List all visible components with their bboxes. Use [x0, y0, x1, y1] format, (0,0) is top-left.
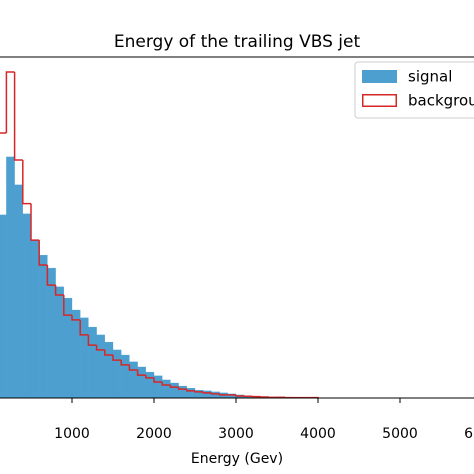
step-segment	[87, 334, 97, 346]
bar	[104, 341, 114, 399]
bar	[39, 254, 48, 399]
bar	[80, 317, 89, 399]
step-segment	[136, 370, 146, 376]
x-tick-label: 5000	[382, 426, 418, 442]
step-segment	[161, 381, 171, 386]
bar	[145, 371, 155, 399]
legend-swatch	[362, 94, 397, 107]
step-segment	[177, 387, 187, 390]
step-segment	[153, 377, 163, 383]
bar	[121, 354, 130, 399]
legend: signal background	[354, 61, 474, 119]
bar	[6, 156, 15, 399]
bar	[170, 382, 179, 399]
step-segment	[218, 393, 228, 396]
bar	[153, 375, 163, 399]
step-segment	[128, 364, 138, 371]
bar	[211, 391, 220, 399]
bar	[47, 267, 56, 399]
x-tick-label: 6000	[464, 426, 474, 442]
x-tick-label: 4000	[300, 426, 336, 442]
bar	[71, 309, 81, 399]
step-segment	[104, 349, 113, 356]
bar	[30, 239, 40, 399]
bar	[203, 390, 212, 399]
step-segment	[46, 265, 56, 286]
bar	[112, 349, 122, 399]
bar	[63, 297, 73, 399]
bar	[88, 326, 97, 399]
step-segment	[54, 285, 64, 296]
step-segment	[30, 203, 40, 241]
step-segment	[235, 394, 245, 397]
legend-swatch	[362, 70, 397, 83]
bar	[162, 379, 171, 399]
step-segment	[38, 240, 48, 266]
step-segment	[0, 132, 7, 134]
bar	[137, 366, 146, 399]
legend-label: background	[408, 92, 474, 110]
step-segment	[79, 319, 89, 336]
legend-label: signal	[408, 68, 452, 86]
step-segment	[202, 391, 212, 394]
step-segment	[63, 295, 72, 316]
x-tick-label: 3000	[218, 426, 254, 442]
bar	[186, 387, 196, 399]
x-tick-label: 2000	[136, 426, 172, 442]
bar	[96, 334, 105, 399]
step-segment	[112, 355, 122, 361]
bar	[0, 214, 7, 399]
step-segment	[194, 390, 204, 393]
step-segment	[145, 375, 154, 379]
step-segment	[95, 345, 105, 351]
x-tick-label: 1000	[54, 426, 90, 442]
chart-title: Energy of the trailing VBS jet	[114, 32, 361, 52]
step-segment	[13, 72, 23, 161]
bar	[55, 286, 64, 399]
bar	[129, 361, 138, 399]
step-segment	[186, 389, 195, 392]
step-segment	[5, 71, 15, 134]
step-segment	[210, 392, 220, 395]
bar	[14, 184, 23, 399]
step-segment	[71, 315, 81, 321]
x-axis-label: Energy (Gev)	[191, 451, 283, 467]
bar	[22, 213, 32, 399]
step-segment	[120, 360, 130, 366]
step-segment	[22, 159, 31, 205]
bar	[178, 385, 187, 399]
step-segment	[169, 385, 179, 388]
